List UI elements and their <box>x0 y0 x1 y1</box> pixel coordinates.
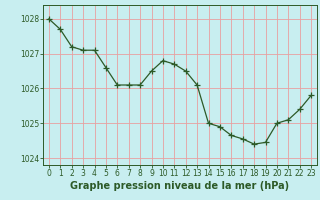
X-axis label: Graphe pression niveau de la mer (hPa): Graphe pression niveau de la mer (hPa) <box>70 181 290 191</box>
